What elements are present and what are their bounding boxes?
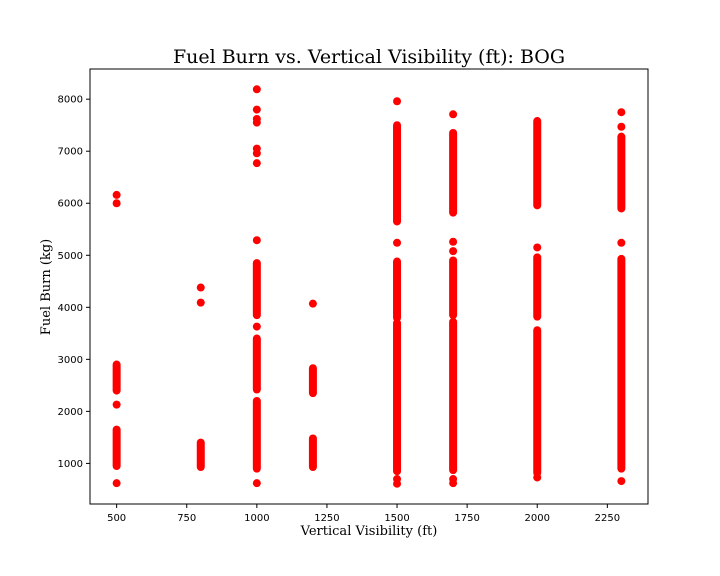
point-cluster-2000-1 [533, 253, 542, 321]
y-tick-label: 2000 [58, 407, 83, 418]
data-point-1000-5 [252, 144, 261, 153]
data-point-1700-3 [449, 237, 458, 246]
y-tick-label: 1000 [58, 459, 83, 470]
data-point-2300-2 [617, 122, 626, 131]
data-point-800-1 [196, 283, 205, 292]
data-point-1500-1 [393, 475, 402, 484]
point-cluster-1500-2 [393, 121, 402, 226]
x-tick-label: 1250 [314, 513, 339, 524]
point-cluster-1000-1 [252, 334, 261, 394]
point-cluster-1000-0 [252, 396, 261, 473]
data-point-1000-2 [252, 236, 261, 245]
x-tick-label: 1500 [384, 513, 409, 524]
plot-frame [89, 68, 649, 505]
chart-title: Fuel Burn vs. Vertical Visibility (ft): … [173, 46, 565, 68]
x-tick-label: 2000 [525, 513, 550, 524]
data-point-2300-1 [617, 238, 626, 247]
data-point-1500-3 [393, 97, 402, 106]
point-cluster-1700-1 [449, 256, 458, 320]
y-axis: 1000 2000 3000 4000 5000 6000 7000 8000 [58, 95, 90, 470]
y-axis-label: Fuel Burn (kg) [39, 239, 54, 335]
data-point-500-0 [112, 479, 121, 488]
point-cluster-1500-1 [393, 257, 402, 322]
data-point-2300-0 [617, 477, 626, 486]
x-axis-label: Vertical Visibility (ft) [300, 524, 438, 539]
point-cluster-500-1 [112, 360, 121, 395]
point-cluster-1200-1 [308, 364, 317, 398]
point-cluster-2300-1 [617, 132, 626, 213]
x-tick-label: 750 [177, 513, 196, 524]
points-layer [112, 85, 626, 488]
x-tick-label: 2250 [595, 513, 620, 524]
data-point-1000-7 [252, 114, 261, 123]
point-cluster-500-0 [112, 425, 121, 471]
data-point-1000-8 [252, 105, 261, 114]
data-point-500-2 [112, 199, 121, 208]
point-cluster-800-0 [196, 438, 205, 472]
data-point-1000-1 [252, 322, 261, 331]
data-point-2000-0 [533, 473, 542, 482]
point-cluster-1500-0 [393, 318, 402, 476]
point-cluster-1000-2 [252, 259, 261, 320]
x-tick-label: 1000 [244, 513, 269, 524]
x-axis: 500 750 1000 1250 1500 1750 2000 2250 [107, 504, 620, 524]
data-point-1500-2 [393, 238, 402, 247]
y-tick-label: 5000 [58, 251, 83, 262]
point-cluster-1200-0 [308, 434, 317, 472]
data-point-1700-2 [449, 247, 458, 256]
data-point-800-0 [196, 298, 205, 307]
point-cluster-2000-2 [533, 117, 542, 210]
data-point-1000-9 [252, 85, 261, 94]
y-tick-label: 8000 [58, 95, 83, 106]
data-point-1000-0 [252, 479, 261, 488]
data-point-1200-0 [308, 299, 317, 308]
point-cluster-1700-2 [449, 129, 458, 217]
point-cluster-2000-0 [533, 326, 542, 477]
data-point-1700-4 [449, 110, 458, 119]
data-point-500-1 [112, 400, 121, 409]
x-tick-label: 1750 [454, 513, 479, 524]
x-tick-label: 500 [107, 513, 126, 524]
y-tick-label: 3000 [58, 355, 83, 366]
point-cluster-2300-0 [617, 254, 626, 473]
y-tick-label: 4000 [58, 303, 83, 314]
data-point-1700-1 [449, 475, 458, 484]
y-tick-label: 7000 [58, 147, 83, 158]
y-tick-label: 6000 [58, 199, 83, 210]
data-point-1000-3 [252, 159, 261, 168]
data-point-2000-1 [533, 243, 542, 252]
data-point-500-3 [112, 190, 121, 199]
point-cluster-1700-0 [449, 317, 458, 475]
data-point-2300-3 [617, 108, 626, 117]
